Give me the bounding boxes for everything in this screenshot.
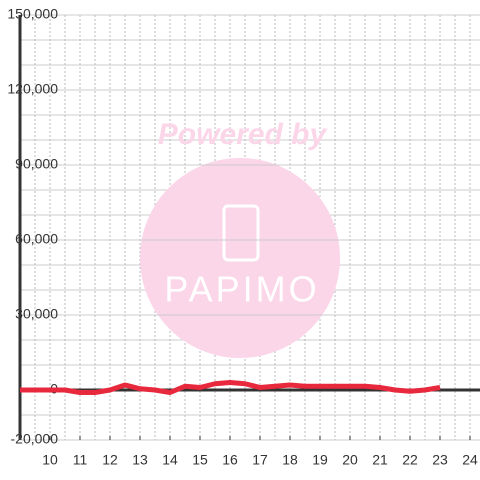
x-tick-label: 22 [402, 452, 418, 468]
x-tick-label: 16 [222, 452, 238, 468]
y-tick-label: -20,000 [11, 431, 59, 447]
y-tick-label: 150,000 [7, 6, 58, 22]
x-tick-label: 17 [252, 452, 268, 468]
watermark-logo: PAPIMO [164, 269, 319, 310]
x-tick-label: 13 [132, 452, 148, 468]
x-tick-label: 12 [102, 452, 118, 468]
x-tick-label: 18 [282, 452, 298, 468]
x-tick-label: 23 [432, 452, 448, 468]
x-tick-label: 10 [42, 452, 58, 468]
x-tick-label: 21 [372, 452, 388, 468]
y-tick-label: 90,000 [15, 156, 58, 172]
y-tick-label: 120,000 [7, 81, 58, 97]
watermark-text: Powered by [158, 118, 328, 151]
x-tick-label: 19 [312, 452, 328, 468]
x-tick-label: 14 [162, 452, 178, 468]
x-tick-label: 15 [192, 452, 208, 468]
watermark-phone [222, 204, 260, 262]
y-tick-label: 60,000 [15, 231, 58, 247]
watermark-circle [140, 158, 340, 358]
x-tick-label: 11 [73, 452, 88, 468]
data-line [20, 380, 441, 395]
x-tick-label: 20 [342, 452, 358, 468]
x-tick-label: 24 [462, 452, 478, 468]
y-tick-label: 30,000 [15, 306, 58, 322]
